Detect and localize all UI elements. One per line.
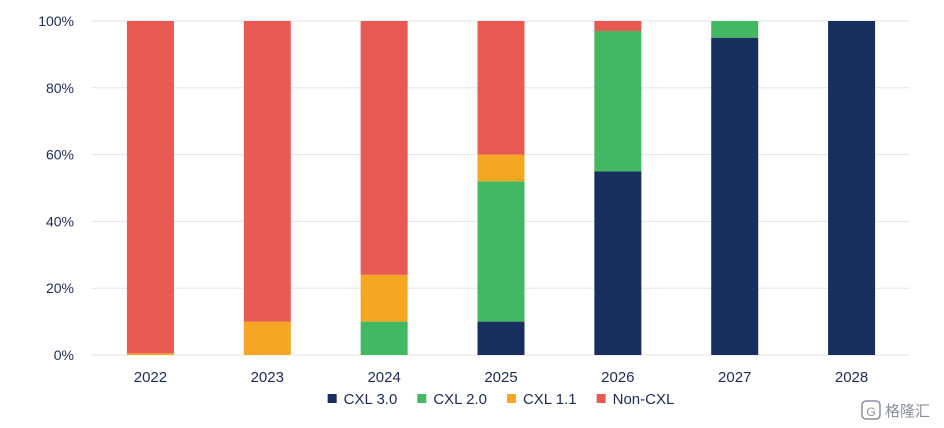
x-tick-label: 2026: [601, 369, 634, 386]
bar-segment-cxl-3-0-2025: [477, 321, 525, 355]
bar-segment-non-cxl-2025: [477, 21, 525, 155]
y-tick-label: 20%: [46, 280, 74, 296]
legend-label: CXL 3.0: [344, 391, 398, 408]
y-axis-ticks: 0% 20% 40% 60% 80% 100%: [38, 13, 74, 363]
bar-segment-cxl-1-1-2023: [243, 321, 291, 355]
x-tick-label: 2025: [484, 369, 517, 386]
x-tick-label: 2028: [835, 369, 868, 386]
bar-segment-non-cxl-2023: [243, 21, 291, 322]
watermark-text: 格隆汇: [885, 403, 930, 420]
legend: CXL 3.0 CXL 2.0 CXL 1.1 Non-CXL: [327, 391, 675, 408]
y-tick-label: 80%: [46, 80, 74, 96]
x-axis-ticks: 2022 2023 2024 2025 2026 2027 2028: [134, 369, 869, 386]
legend-swatch: [506, 394, 516, 403]
bar-segment-cxl-2-0-2025: [477, 181, 525, 322]
watermark-logo-icon: [861, 400, 881, 420]
y-tick-label: 0%: [54, 347, 74, 363]
bar-segment-non-cxl-2024: [360, 21, 408, 275]
bar-segment-cxl-1-1-2025: [477, 154, 525, 182]
bar-segment-cxl-2-0-2024: [360, 321, 408, 355]
y-tick-label: 100%: [38, 13, 74, 29]
x-tick-label: 2023: [251, 369, 284, 386]
legend-label: CXL 2.0: [433, 391, 487, 408]
bars: [126, 21, 876, 355]
x-tick-label: 2024: [367, 369, 400, 386]
watermark: G 格隆汇: [861, 400, 930, 420]
y-tick-label: 40%: [46, 213, 74, 229]
legend-swatch: [417, 394, 427, 403]
bar-segment-cxl-2-0-2026: [594, 31, 642, 172]
bar-segment-non-cxl-2026: [594, 21, 642, 32]
legend-swatch: [327, 394, 337, 403]
bar-segment-cxl-3-0-2026: [594, 171, 642, 355]
legend-swatch: [596, 394, 606, 403]
x-tick-label: 2022: [134, 369, 167, 386]
legend-label: CXL 1.1: [523, 391, 577, 408]
bar-segment-cxl-2-0-2027: [711, 21, 759, 38]
bar-segment-cxl-1-1-2022: [126, 353, 174, 355]
y-tick-label: 60%: [46, 147, 74, 163]
bar-segment-cxl-3-0-2028: [828, 21, 876, 355]
x-tick-label: 2027: [718, 369, 751, 386]
watermark-logo-letter: G: [866, 405, 875, 419]
legend-label: Non-CXL: [613, 391, 675, 408]
bar-segment-non-cxl-2022: [126, 21, 174, 354]
bar-segment-cxl-3-0-2027: [711, 37, 759, 355]
bar-segment-cxl-1-1-2024: [360, 274, 408, 322]
